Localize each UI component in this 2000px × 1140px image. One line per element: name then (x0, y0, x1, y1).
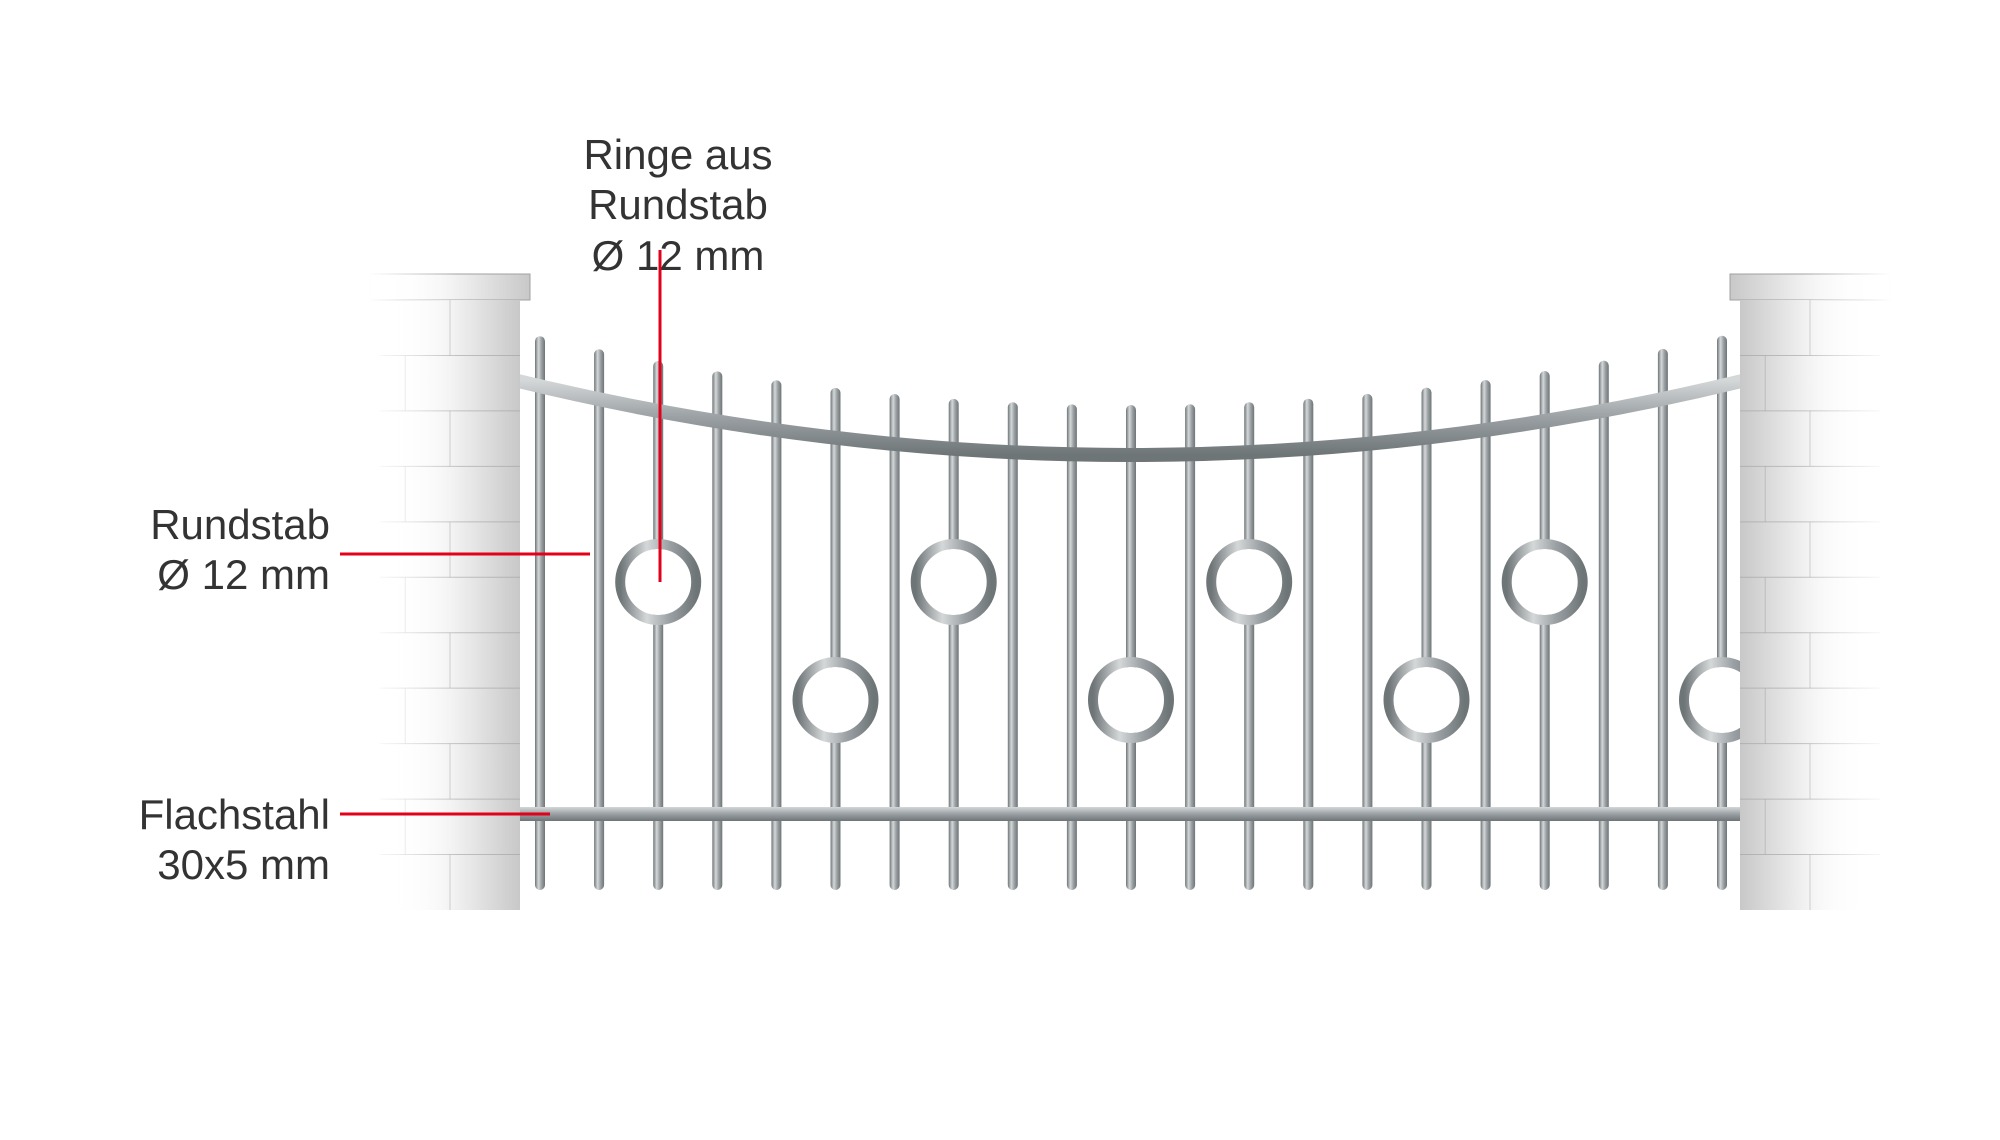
fence-diagram (0, 0, 2000, 1140)
pillar (368, 272, 532, 912)
pillar (1728, 272, 1892, 912)
